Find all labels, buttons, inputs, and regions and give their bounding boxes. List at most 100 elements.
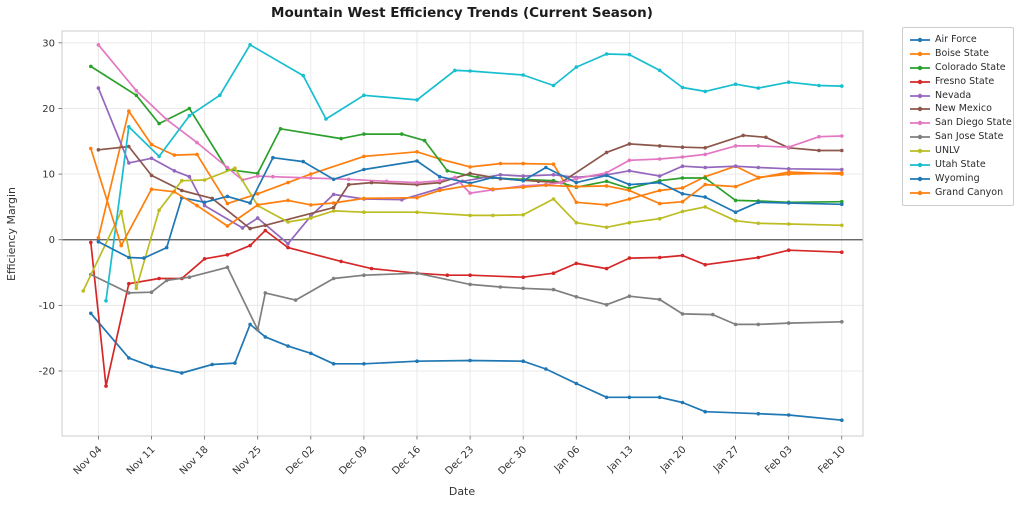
- data-point-marker: [445, 273, 450, 278]
- legend-line-marker-icon: [910, 121, 930, 126]
- data-point-marker: [142, 256, 146, 260]
- data-point-marker: [521, 73, 525, 77]
- data-point-marker: [840, 202, 844, 207]
- data-point-marker: [415, 195, 419, 200]
- data-point-marker: [703, 205, 707, 209]
- data-point-marker: [96, 239, 101, 244]
- data-point-marker: [521, 185, 525, 189]
- data-point-marker: [248, 226, 252, 231]
- data-point-marker: [817, 134, 821, 139]
- data-point-marker: [331, 209, 336, 213]
- x-tick-label: Jan 20: [658, 444, 689, 475]
- data-point-marker: [786, 248, 791, 252]
- data-point-marker: [157, 154, 161, 159]
- legend-label: Nevada: [935, 89, 972, 101]
- data-point-marker: [491, 213, 495, 218]
- legend-line-marker-icon: [910, 134, 930, 140]
- series-line: [90, 312, 842, 422]
- data-point-marker: [680, 155, 685, 159]
- data-point-marker: [255, 327, 260, 332]
- data-point-marker: [445, 169, 450, 173]
- data-point-marker: [180, 371, 184, 375]
- data-point-marker: [840, 250, 844, 254]
- data-point-marker: [96, 43, 101, 47]
- data-point-marker: [309, 172, 313, 176]
- data-point-marker: [657, 188, 662, 193]
- data-point-marker: [817, 83, 821, 88]
- data-point-marker: [324, 117, 328, 121]
- data-point-marker: [840, 134, 844, 138]
- legend-line-marker-icon: [910, 51, 930, 57]
- data-point-marker: [840, 320, 844, 324]
- data-point-marker: [657, 201, 662, 206]
- data-point-marker: [346, 177, 351, 182]
- data-point-marker: [604, 302, 609, 307]
- data-point-marker: [574, 220, 579, 225]
- data-point-marker: [286, 344, 290, 348]
- data-point-marker: [127, 144, 131, 149]
- data-point-marker: [172, 190, 177, 194]
- data-point-marker: [468, 282, 472, 287]
- data-point-marker: [286, 180, 290, 185]
- y-tick-label: 30: [42, 38, 55, 49]
- data-point-marker: [627, 182, 632, 187]
- data-point-marker: [255, 192, 260, 196]
- legend-item: Colorado State: [910, 61, 1006, 75]
- data-point-marker: [786, 80, 791, 84]
- data-point-marker: [362, 93, 366, 98]
- data-point-marker: [491, 175, 495, 180]
- data-point-marker: [278, 127, 283, 131]
- x-tick-label: Jan 13: [605, 444, 636, 475]
- series-line: [90, 266, 842, 331]
- data-point-marker: [309, 216, 313, 220]
- data-point-marker: [89, 240, 93, 245]
- data-point-marker: [786, 170, 791, 174]
- plot-border: [61, 30, 864, 437]
- data-point-marker: [263, 228, 268, 233]
- series-wyoming: [96, 155, 844, 260]
- data-point-marker: [627, 220, 632, 225]
- data-point-marker: [574, 184, 579, 189]
- data-point-marker: [134, 88, 139, 93]
- data-point-marker: [627, 294, 632, 299]
- legend-item: UNLV: [910, 144, 1006, 158]
- data-point-marker: [604, 395, 609, 400]
- data-point-marker: [657, 216, 662, 221]
- data-point-marker: [627, 197, 632, 201]
- data-point-marker: [733, 210, 738, 214]
- legend-line-marker-icon: [910, 176, 930, 182]
- data-point-marker: [248, 201, 252, 205]
- data-point-marker: [81, 289, 85, 293]
- data-point-marker: [733, 82, 738, 86]
- data-point-marker: [415, 98, 419, 102]
- data-point-marker: [96, 86, 101, 90]
- data-point-marker: [415, 159, 419, 163]
- chart-title: Mountain West Efficiency Trends (Current…: [271, 5, 653, 21]
- data-point-marker: [164, 278, 169, 283]
- series-lines: [81, 43, 844, 423]
- data-point-marker: [202, 203, 207, 208]
- data-point-marker: [840, 148, 844, 153]
- data-point-marker: [468, 191, 472, 195]
- data-point-marker: [703, 409, 707, 414]
- data-point-marker: [346, 182, 351, 187]
- legend-item: San Jose State: [910, 130, 1006, 144]
- x-tick-label: Dec 09: [337, 444, 370, 477]
- data-point-marker: [415, 359, 419, 364]
- data-point-marker: [437, 188, 442, 193]
- data-point-marker: [195, 203, 199, 208]
- data-point-marker: [756, 86, 761, 90]
- data-point-marker: [210, 362, 214, 367]
- data-point-marker: [627, 256, 632, 260]
- data-point-marker: [119, 209, 123, 214]
- data-point-marker: [544, 183, 548, 188]
- legend-line-marker-icon: [910, 37, 930, 43]
- data-point-marker: [331, 362, 336, 366]
- data-point-marker: [604, 173, 609, 178]
- data-point-marker: [248, 43, 252, 47]
- data-point-marker: [233, 361, 237, 365]
- legend-item: New Mexico: [910, 102, 1006, 116]
- data-point-marker: [225, 253, 230, 257]
- data-point-marker: [286, 245, 290, 250]
- data-point-marker: [680, 199, 685, 204]
